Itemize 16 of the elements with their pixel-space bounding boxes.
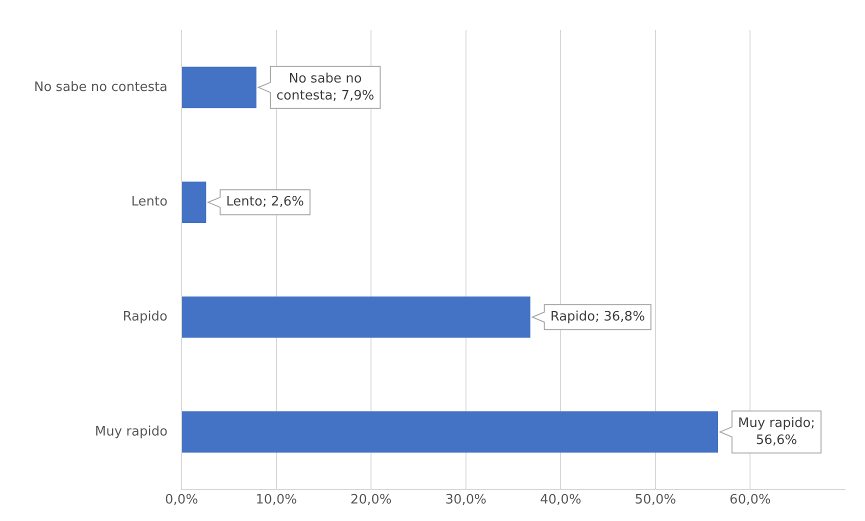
x-tick-label: 30,0% <box>445 492 487 508</box>
x-tick-label: 60,0% <box>730 492 771 508</box>
data-label: No sabe no contesta; 7,9% <box>276 71 374 104</box>
data-label: Muy rapido; 56,6% <box>738 416 816 448</box>
data-label: Rapido; 36,8% <box>550 310 645 324</box>
data-label: Lento; 2,6% <box>226 194 304 210</box>
x-tick-label: 10,0% <box>256 492 297 508</box>
y-tick-label: Lento <box>131 194 168 210</box>
y-tick-label: Muy rapido <box>94 424 168 440</box>
x-tick-label: 20,0% <box>350 492 392 508</box>
y-tick-label: No sabe no contesta <box>34 80 168 95</box>
bar <box>182 182 206 223</box>
x-tick-label: 40,0% <box>540 492 582 508</box>
x-tick-label: 50,0% <box>634 492 676 508</box>
x-tick-label: 0,0% <box>165 492 198 508</box>
y-tick-label: Rapido <box>122 310 168 324</box>
